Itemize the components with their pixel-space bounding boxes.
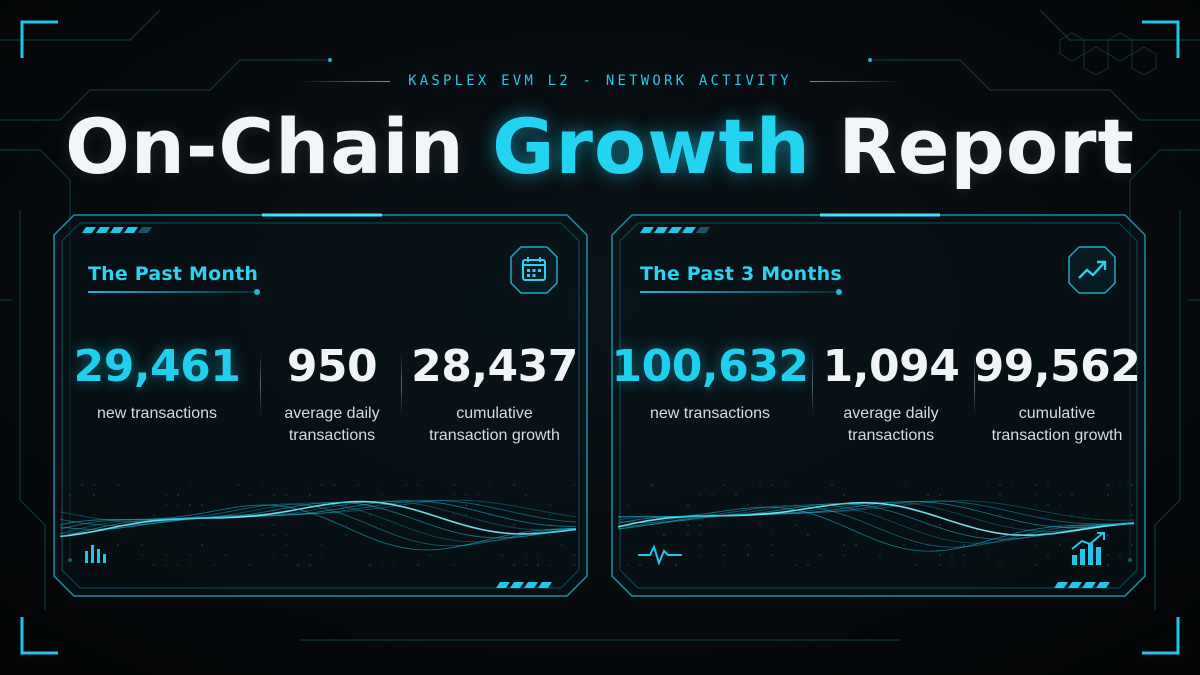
bar-chart-icon <box>84 541 108 567</box>
stat-average-daily: 1,094 average daily transactions <box>810 341 972 451</box>
header-eyebrow: KASPLEX EVM L2 - NETWORK ACTIVITY <box>0 69 1200 93</box>
stat-value: 29,461 <box>52 341 262 393</box>
stat-label: cumulative transaction growth <box>972 403 1142 447</box>
stat-label-line1: cumulative <box>1019 405 1095 422</box>
stat-divider <box>260 351 261 417</box>
stat-cumulative-growth: 99,562 cumulative transaction growth <box>972 341 1142 451</box>
stat-label-line2: transactions <box>848 427 934 444</box>
stat-divider <box>401 351 402 417</box>
panel-past-month: The Past Month 29,461 new transactions 9… <box>52 213 589 598</box>
stat-value: 100,632 <box>610 341 810 393</box>
trend-up-icon <box>1067 245 1117 295</box>
stat-average-daily: 950 average daily transactions <box>262 341 402 451</box>
stat-cumulative-growth: 28,437 cumulative transaction growth <box>402 341 587 451</box>
stat-label: cumulative transaction growth <box>402 403 587 447</box>
stat-new-transactions: 29,461 new transactions <box>52 341 262 451</box>
stat-label-line1: new transactions <box>650 405 770 422</box>
stat-label: average daily transactions <box>810 403 972 447</box>
panel-title: The Past Month <box>88 263 258 285</box>
panel-title-underline <box>640 291 840 293</box>
stat-label: new transactions <box>52 403 262 425</box>
stat-value: 1,094 <box>810 341 972 393</box>
stat-label-line1: average daily <box>284 405 379 422</box>
stat-label-line1: cumulative <box>456 405 532 422</box>
panel-past-3-months: The Past 3 Months 100,632 new transactio… <box>610 213 1147 598</box>
eyebrow-line-left <box>300 81 390 82</box>
stat-label-line1: average daily <box>843 405 938 422</box>
stat-divider <box>812 351 813 417</box>
wave-graphic <box>60 475 581 571</box>
wave-graphic <box>618 475 1139 571</box>
calendar-icon <box>509 245 559 295</box>
stat-value: 950 <box>262 341 402 393</box>
eyebrow-text: KASPLEX EVM L2 - NETWORK ACTIVITY <box>408 73 792 89</box>
eyebrow-line-right <box>810 81 900 82</box>
stat-label: new transactions <box>610 403 810 425</box>
stat-label-line2: transactions <box>289 427 375 444</box>
pulse-icon <box>638 543 682 569</box>
title-part-1: On-Chain <box>65 102 492 191</box>
stat-label-line1: new transactions <box>97 405 217 422</box>
stat-new-transactions: 100,632 new transactions <box>610 341 810 451</box>
stats-row: 100,632 new transactions 1,094 average d… <box>610 341 1147 451</box>
stat-divider <box>974 351 975 417</box>
growth-bars-icon <box>1070 531 1106 569</box>
page-title: On-Chain Growth Report <box>0 100 1200 194</box>
stat-value: 28,437 <box>402 341 587 393</box>
stat-label-line2: transaction growth <box>992 427 1123 444</box>
title-part-2: Report <box>811 102 1135 191</box>
panel-title: The Past 3 Months <box>640 263 842 285</box>
stat-label-line2: transaction growth <box>429 427 560 444</box>
title-accent: Growth <box>492 102 811 191</box>
panel-title-underline <box>88 291 258 293</box>
stats-row: 29,461 new transactions 950 average dail… <box>52 341 589 451</box>
stat-value: 99,562 <box>972 341 1142 393</box>
stat-label: average daily transactions <box>262 403 402 447</box>
